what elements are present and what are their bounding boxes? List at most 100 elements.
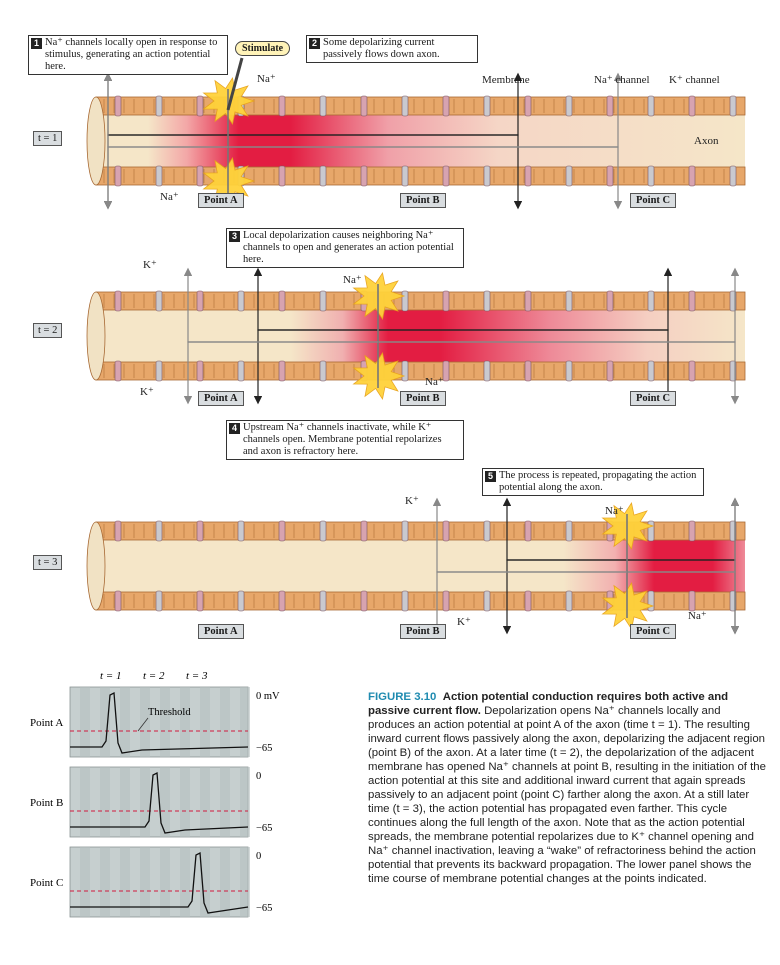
na-channel xyxy=(196,520,204,542)
k-channel xyxy=(647,590,655,612)
na-channel xyxy=(524,290,532,312)
point-c-tag: Point C xyxy=(630,391,677,406)
step-badge: 4 xyxy=(229,423,240,434)
k-channel xyxy=(483,165,491,187)
na-channel xyxy=(442,360,450,382)
na-channel xyxy=(606,290,614,312)
current-arrow xyxy=(183,341,379,405)
axon-cytoplasm xyxy=(96,115,745,167)
trace-band xyxy=(120,847,130,917)
na-channel xyxy=(442,520,450,542)
trace-top-label: 0 xyxy=(256,771,261,782)
depolarization-flash xyxy=(352,271,406,321)
na-channel xyxy=(688,290,696,312)
k-channel xyxy=(319,590,327,612)
trace-band xyxy=(240,767,250,837)
na-channel xyxy=(114,165,122,187)
trace-band xyxy=(180,687,190,757)
trace-panel: Point C 0 −65 xyxy=(30,846,272,918)
na-channel xyxy=(524,95,532,117)
na-channel xyxy=(114,360,122,382)
membrane-top xyxy=(95,96,746,116)
trace-band xyxy=(160,687,170,757)
trace-band xyxy=(160,767,170,837)
k-channel xyxy=(729,165,737,187)
membrane-label: Membrane xyxy=(482,74,530,86)
trace-band xyxy=(180,767,190,837)
k-channel xyxy=(647,165,655,187)
k-channel xyxy=(155,290,163,312)
membrane-potential-trace xyxy=(70,851,249,914)
threshold-pointer xyxy=(137,717,149,732)
trace-panel: Point B 0 −65 xyxy=(30,766,272,838)
trace-band xyxy=(240,687,250,757)
trace-bottom-label: −65 xyxy=(256,743,272,754)
na-channel xyxy=(278,520,286,542)
axon-cut-end xyxy=(86,521,106,611)
k-channel-label: K⁺ channel xyxy=(669,74,720,86)
callout-text: Upstream Na⁺ channels inactivate, while … xyxy=(243,422,442,457)
point-a-tag: Point A xyxy=(198,193,244,208)
na-channel xyxy=(688,360,696,382)
callout-5: 5 The process is repeated, propagating t… xyxy=(482,468,704,496)
trace-row-label: Point A xyxy=(30,717,63,729)
k-channel xyxy=(237,520,245,542)
axon-cut-end xyxy=(86,291,106,381)
membrane-bottom xyxy=(95,166,746,186)
callout-3: 3 Local depolarization causes neighborin… xyxy=(226,228,464,268)
axon-2 xyxy=(86,290,746,382)
k-channel xyxy=(319,520,327,542)
step-badge: 5 xyxy=(485,471,496,482)
trace-top-label: 0 mV xyxy=(256,691,280,702)
k-channel xyxy=(155,520,163,542)
na-channel xyxy=(524,165,532,187)
na-channel xyxy=(114,95,122,117)
trace-band xyxy=(160,847,170,917)
trace-band xyxy=(240,847,250,917)
na-channel-label: Na⁺ channel xyxy=(594,74,650,86)
depolarization-flash xyxy=(601,581,655,631)
step-badge: 2 xyxy=(309,38,320,49)
na-label: Na⁺ xyxy=(688,610,707,622)
axon-1 xyxy=(86,95,746,187)
k-channel xyxy=(237,360,245,382)
k-channel xyxy=(237,290,245,312)
na-label: Na⁺ xyxy=(605,505,624,517)
na-channel xyxy=(606,165,614,187)
na-channel xyxy=(114,290,122,312)
na-channel xyxy=(196,95,204,117)
axon-diagram: Na⁺ Membrane Na⁺ channel K⁺ channel Axon… xyxy=(86,57,746,635)
k-channel xyxy=(483,360,491,382)
na-channel xyxy=(442,590,450,612)
time-label: t = 1 xyxy=(100,670,121,682)
k-label: K⁺ xyxy=(405,495,419,507)
na-channel xyxy=(524,520,532,542)
k-channel xyxy=(401,360,409,382)
k-channel xyxy=(319,165,327,187)
trace-band xyxy=(80,847,90,917)
k-channel xyxy=(565,165,573,187)
callout-4: 4 Upstream Na⁺ channels inactivate, whil… xyxy=(226,420,464,460)
current-arrow xyxy=(432,571,628,635)
axon-3 xyxy=(86,520,746,612)
time-tag-t3: t = 3 xyxy=(33,555,63,570)
trace-band xyxy=(80,767,90,837)
depolarization-flash xyxy=(202,156,256,206)
threshold-label: Threshold xyxy=(148,707,191,718)
depolarization-flash xyxy=(352,351,406,401)
na-channel xyxy=(360,95,368,117)
na-channel xyxy=(196,165,204,187)
na-channel xyxy=(196,290,204,312)
na-channel xyxy=(196,360,204,382)
point-c-tag: Point C xyxy=(630,624,677,639)
trace-band xyxy=(200,687,210,757)
membrane-potential-trace xyxy=(70,691,249,754)
point-b-tag: Point B xyxy=(400,193,446,208)
k-channel xyxy=(401,290,409,312)
stimulate-label: Stimulate xyxy=(235,41,291,56)
k-channel xyxy=(565,95,573,117)
na-channel xyxy=(360,590,368,612)
trace-band xyxy=(200,847,210,917)
point-a-tag: Point A xyxy=(198,624,244,639)
figure-caption: FIGURE 3.10 Action potential conduction … xyxy=(368,690,766,886)
